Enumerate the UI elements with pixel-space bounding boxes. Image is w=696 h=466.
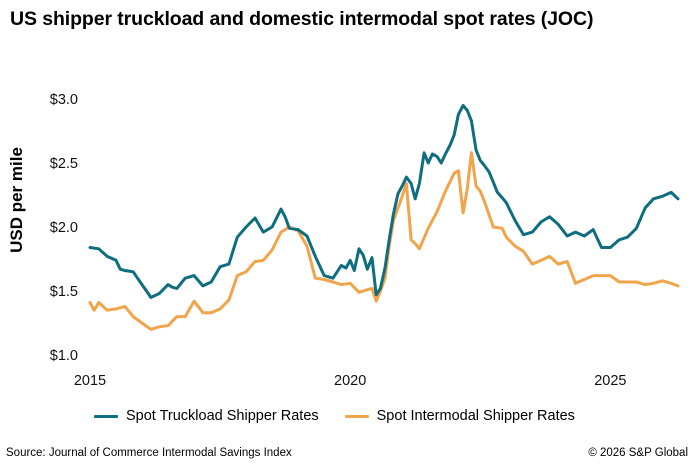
legend-label-truckload: Spot Truckload Shipper Rates bbox=[126, 408, 319, 424]
y-ticks: $1.0 $1.5 $2.0 $2.5 $3.0 bbox=[50, 92, 78, 364]
y-tick-label: $2.5 bbox=[50, 156, 78, 172]
y-tick-label: $1.5 bbox=[50, 284, 78, 300]
y-tick-label: $3.0 bbox=[50, 92, 78, 108]
legend-swatch-intermodal bbox=[344, 414, 369, 418]
series-lines bbox=[88, 103, 680, 331]
x-tick-label: 2025 bbox=[594, 373, 626, 389]
series-line-truckload bbox=[88, 103, 680, 299]
chart-title: US shipper truckload and domestic interm… bbox=[10, 8, 594, 30]
source-note: Source: Journal of Commerce Intermodal S… bbox=[6, 447, 292, 459]
x-tick-label: 2015 bbox=[74, 373, 106, 389]
y-tick-label: $2.0 bbox=[50, 220, 78, 236]
legend-swatch-truckload bbox=[94, 414, 118, 418]
legend-item-truckload: Spot Truckload Shipper Rates bbox=[94, 408, 319, 424]
legend: Spot Truckload Shipper Rates Spot Interm… bbox=[94, 408, 601, 424]
x-ticks: 2015 2020 2025 bbox=[74, 373, 627, 389]
copyright-note: © 2026 S&P Global bbox=[588, 447, 688, 459]
chart-plot: $1.0 $1.5 $2.0 $2.5 $3.0 2015 2020 2025 bbox=[50, 92, 680, 389]
x-tick-label: 2020 bbox=[334, 373, 366, 389]
y-tick-label: $1.0 bbox=[50, 348, 78, 364]
legend-item-intermodal: Spot Intermodal Shipper Rates bbox=[344, 408, 575, 424]
series-line-intermodal bbox=[88, 151, 680, 331]
legend-label-intermodal: Spot Intermodal Shipper Rates bbox=[376, 408, 575, 424]
